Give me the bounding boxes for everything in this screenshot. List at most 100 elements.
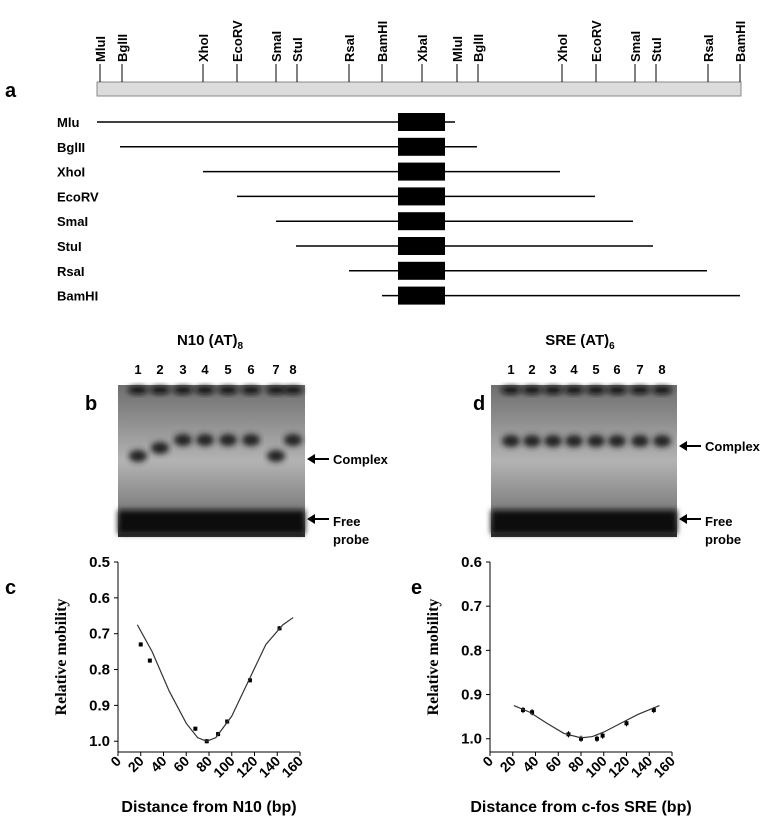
gel-band bbox=[129, 450, 147, 462]
row-label: StuI bbox=[57, 239, 82, 254]
lane-number: 7 bbox=[272, 362, 279, 377]
data-point bbox=[600, 733, 605, 738]
gel-band bbox=[283, 386, 303, 394]
gel-free-band bbox=[118, 510, 305, 534]
data-point bbox=[138, 642, 143, 647]
x-tick-label: 100 bbox=[210, 753, 238, 781]
y-tick-label: 0.9 bbox=[89, 697, 110, 714]
gel-title-subscript: 8 bbox=[238, 341, 244, 352]
y-tick-label: 0.7 bbox=[89, 626, 110, 643]
x-axis-title: Distance from c-fos SRE (bp) bbox=[470, 799, 691, 816]
gel-band bbox=[266, 386, 286, 394]
x-tick-label: 120 bbox=[605, 753, 633, 781]
lane-number: 8 bbox=[289, 362, 296, 377]
arrow-label: Complex bbox=[705, 439, 761, 454]
x-tick-label: 40 bbox=[519, 753, 541, 775]
y-tick-label: 0.5 bbox=[89, 554, 110, 571]
row-label: EcoRV bbox=[57, 189, 99, 204]
xbai-box bbox=[398, 137, 445, 156]
gel-free-band bbox=[491, 510, 677, 534]
x-tick-label: 160 bbox=[278, 753, 306, 781]
gel-band bbox=[284, 434, 302, 446]
gel-band bbox=[173, 386, 193, 394]
gel-title-text: N10 (AT) bbox=[177, 332, 238, 349]
gel-band bbox=[522, 386, 542, 394]
arrowhead bbox=[679, 514, 687, 524]
map-bar bbox=[96, 81, 742, 97]
x-tick-label: 0 bbox=[107, 753, 124, 770]
gel-band bbox=[587, 435, 605, 447]
gel-band bbox=[195, 386, 215, 394]
fit-curve bbox=[136, 617, 294, 742]
arrowhead bbox=[307, 454, 315, 464]
panel-label: d bbox=[473, 393, 485, 415]
xbai-box bbox=[398, 187, 445, 206]
data-point bbox=[651, 708, 656, 713]
data-point bbox=[247, 678, 252, 683]
data-point bbox=[624, 721, 629, 726]
site-label: EcoRV bbox=[589, 20, 604, 62]
x-tick-label: 60 bbox=[170, 753, 192, 775]
gel-band bbox=[564, 386, 584, 394]
x-tick-label: 20 bbox=[125, 753, 147, 775]
y-tick-label: 0.8 bbox=[89, 662, 110, 679]
y-tick-label: 0.6 bbox=[461, 554, 482, 571]
panel-label: e bbox=[411, 577, 422, 599]
arrow-label: Complex bbox=[333, 452, 389, 467]
row-label: XhoI bbox=[57, 165, 85, 180]
site-label: BglII bbox=[471, 34, 486, 62]
y-tick-label: 0.7 bbox=[461, 598, 482, 615]
gel-band bbox=[151, 442, 169, 454]
lane-number: 5 bbox=[224, 362, 231, 377]
x-tick-label: 120 bbox=[233, 753, 261, 781]
xbai-box bbox=[398, 261, 445, 280]
fit-curve bbox=[513, 705, 660, 739]
x-axis-title: Distance from N10 (bp) bbox=[121, 799, 296, 816]
data-point bbox=[579, 736, 583, 741]
lane-number: 7 bbox=[636, 362, 643, 377]
arrowhead bbox=[307, 514, 315, 524]
panel-label: b bbox=[85, 393, 97, 415]
gel-band bbox=[174, 434, 192, 446]
gel-band bbox=[586, 386, 606, 394]
lane-number: 1 bbox=[134, 362, 141, 377]
site-label: StuI bbox=[290, 37, 305, 62]
gel-band bbox=[523, 435, 541, 447]
x-tick-label: 140 bbox=[628, 753, 656, 781]
site-label: XbaI bbox=[415, 35, 430, 62]
lane-number: 4 bbox=[201, 362, 209, 377]
gel-band bbox=[653, 435, 671, 447]
site-label: MluI bbox=[93, 36, 108, 62]
gel-band bbox=[196, 434, 214, 446]
site-label: MluI bbox=[450, 36, 465, 62]
gel-band bbox=[241, 386, 261, 394]
x-tick-label: 40 bbox=[147, 753, 169, 775]
lane-number: 2 bbox=[528, 362, 535, 377]
site-label: XhoI bbox=[555, 34, 570, 62]
gel-title-subscript: 6 bbox=[609, 341, 615, 352]
row-label: RsaI bbox=[57, 264, 84, 279]
x-tick-label: 100 bbox=[582, 753, 610, 781]
site-label: RsaI bbox=[701, 35, 716, 62]
gel-title: SRE (AT)6 bbox=[545, 332, 615, 352]
gel-band bbox=[630, 386, 650, 394]
site-label: SmaI bbox=[628, 31, 643, 62]
gel-band bbox=[150, 386, 170, 394]
lane-number: 3 bbox=[179, 362, 186, 377]
y-tick-label: 1.0 bbox=[461, 731, 482, 748]
data-point bbox=[530, 710, 535, 715]
gel-title: N10 (AT)8 bbox=[177, 332, 244, 352]
gel-band bbox=[267, 450, 285, 462]
gel-band bbox=[502, 435, 520, 447]
gel-band bbox=[607, 386, 627, 394]
site-label: StuI bbox=[649, 37, 664, 62]
arrow-label: probe bbox=[333, 532, 369, 547]
arrowhead bbox=[679, 441, 687, 451]
x-tick-label: 60 bbox=[542, 753, 564, 775]
y-axis-title: Relative mobility bbox=[425, 599, 442, 716]
data-point bbox=[594, 736, 599, 741]
xbai-box bbox=[398, 286, 445, 305]
lane-number: 4 bbox=[570, 362, 578, 377]
xbai-box bbox=[398, 113, 445, 131]
y-tick-label: 0.8 bbox=[461, 642, 482, 659]
